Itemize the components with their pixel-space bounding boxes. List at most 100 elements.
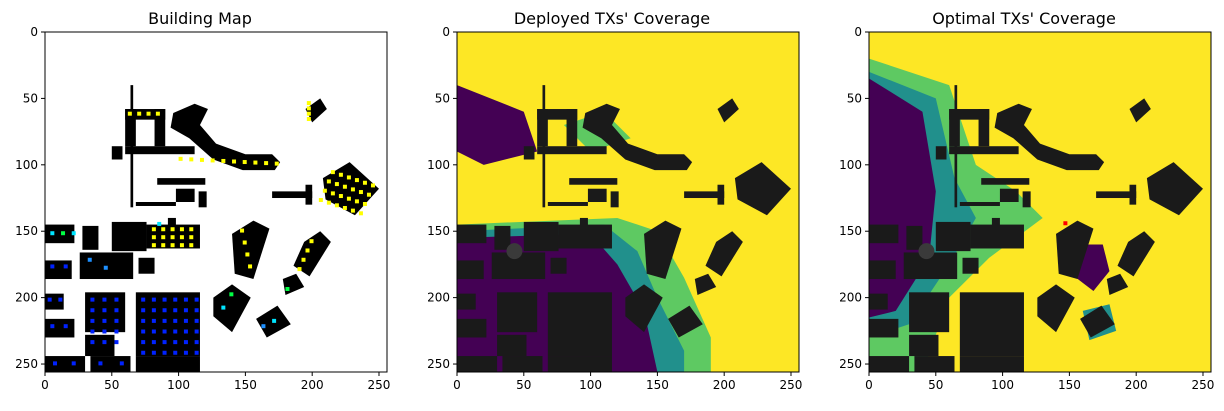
y-tick-label: 100 xyxy=(427,158,450,172)
marker-dot xyxy=(179,243,184,248)
building xyxy=(175,188,195,202)
marker-dot xyxy=(162,308,167,313)
x-tick-label: 150 xyxy=(646,378,669,392)
building xyxy=(232,220,270,280)
marker-dot xyxy=(179,227,184,232)
x-tick-label: 250 xyxy=(780,378,803,392)
x-tick-label: 200 xyxy=(713,378,736,392)
marker-dot xyxy=(173,308,178,313)
marker-dot xyxy=(189,235,194,240)
round-structure xyxy=(918,243,935,260)
building xyxy=(959,202,1000,206)
marker-dot xyxy=(90,329,95,334)
building xyxy=(167,217,176,232)
building xyxy=(717,184,725,205)
marker-dot xyxy=(50,324,55,329)
marker-dot xyxy=(240,228,245,233)
building xyxy=(502,356,543,372)
marker-dot xyxy=(194,318,199,323)
building xyxy=(135,292,200,357)
building xyxy=(1037,284,1075,333)
marker-dot xyxy=(98,361,103,366)
building xyxy=(547,292,612,357)
marker-dot xyxy=(170,227,175,232)
marker-dot xyxy=(358,190,363,195)
building xyxy=(1117,231,1155,277)
building xyxy=(869,318,899,338)
marker-dot xyxy=(264,161,269,166)
panel-title: Building Map xyxy=(148,9,252,28)
marker-dot xyxy=(194,350,199,355)
marker-dot xyxy=(306,101,311,106)
y-tick-label: 200 xyxy=(839,291,862,305)
marker-dot xyxy=(161,235,166,240)
building xyxy=(90,356,131,372)
building xyxy=(949,109,990,120)
marker-dot xyxy=(261,324,266,329)
marker-dot xyxy=(173,329,178,334)
marker-dot xyxy=(90,297,95,302)
marker-dot xyxy=(322,188,327,193)
marker-dot xyxy=(199,157,204,162)
deployed-coverage-panel: Deployed TXs' Coverage 0 50 100 150 200 250 0 5… xyxy=(412,0,812,407)
marker-dot xyxy=(102,318,107,323)
buildings xyxy=(869,85,1203,372)
y-tick-label: 0 xyxy=(30,25,38,39)
building xyxy=(869,260,896,280)
marker-dot xyxy=(119,361,124,366)
building xyxy=(959,356,1024,372)
y-tick-label: 150 xyxy=(15,224,38,238)
building xyxy=(587,188,607,202)
marker-dot xyxy=(173,318,178,323)
marker-dot xyxy=(194,340,199,345)
marker-dot xyxy=(232,159,237,164)
building xyxy=(293,231,331,277)
marker-dot xyxy=(194,308,199,313)
building xyxy=(111,146,123,160)
building xyxy=(125,146,195,155)
marker-dot xyxy=(306,106,311,111)
marker-dot xyxy=(151,329,156,334)
building xyxy=(85,334,115,357)
y-tick-label: 100 xyxy=(839,158,862,172)
marker-dot xyxy=(170,235,175,240)
marker-dot xyxy=(189,157,194,162)
marker-dot xyxy=(151,318,156,323)
x-tick-label: 100 xyxy=(167,378,190,392)
building xyxy=(999,188,1019,202)
marker-dot xyxy=(342,184,347,189)
x-tick-label: 50 xyxy=(516,378,531,392)
marker-dot xyxy=(326,179,331,184)
marker-dot xyxy=(183,318,188,323)
marker-dot xyxy=(338,194,343,199)
building xyxy=(537,109,578,120)
building xyxy=(935,221,971,252)
marker-dot xyxy=(318,198,323,203)
marker-dot xyxy=(114,318,119,323)
building xyxy=(45,356,86,372)
marker-dot xyxy=(151,350,156,355)
building xyxy=(157,178,206,185)
marker-dot xyxy=(242,160,247,165)
building xyxy=(45,224,75,244)
marker-dot xyxy=(50,231,55,236)
marker-dot xyxy=(53,361,58,366)
building xyxy=(550,257,567,274)
y-tick-label: 0 xyxy=(442,25,450,39)
marker-dot xyxy=(358,211,363,216)
marker-dot xyxy=(71,361,76,366)
marker-dot xyxy=(306,111,311,116)
marker-dot xyxy=(141,329,146,334)
x-tick-label: 150 xyxy=(1058,378,1081,392)
marker-dot xyxy=(189,243,194,248)
building xyxy=(272,191,313,199)
y-tick-label: 150 xyxy=(839,224,862,238)
marker-dot xyxy=(162,329,167,334)
building xyxy=(994,103,1105,171)
building xyxy=(949,146,1019,155)
marker-dot xyxy=(272,318,277,323)
building xyxy=(566,109,578,147)
building-map-panel: Building Map 0 50 100 150 200 250 0 50 100 150 200… xyxy=(0,0,400,407)
